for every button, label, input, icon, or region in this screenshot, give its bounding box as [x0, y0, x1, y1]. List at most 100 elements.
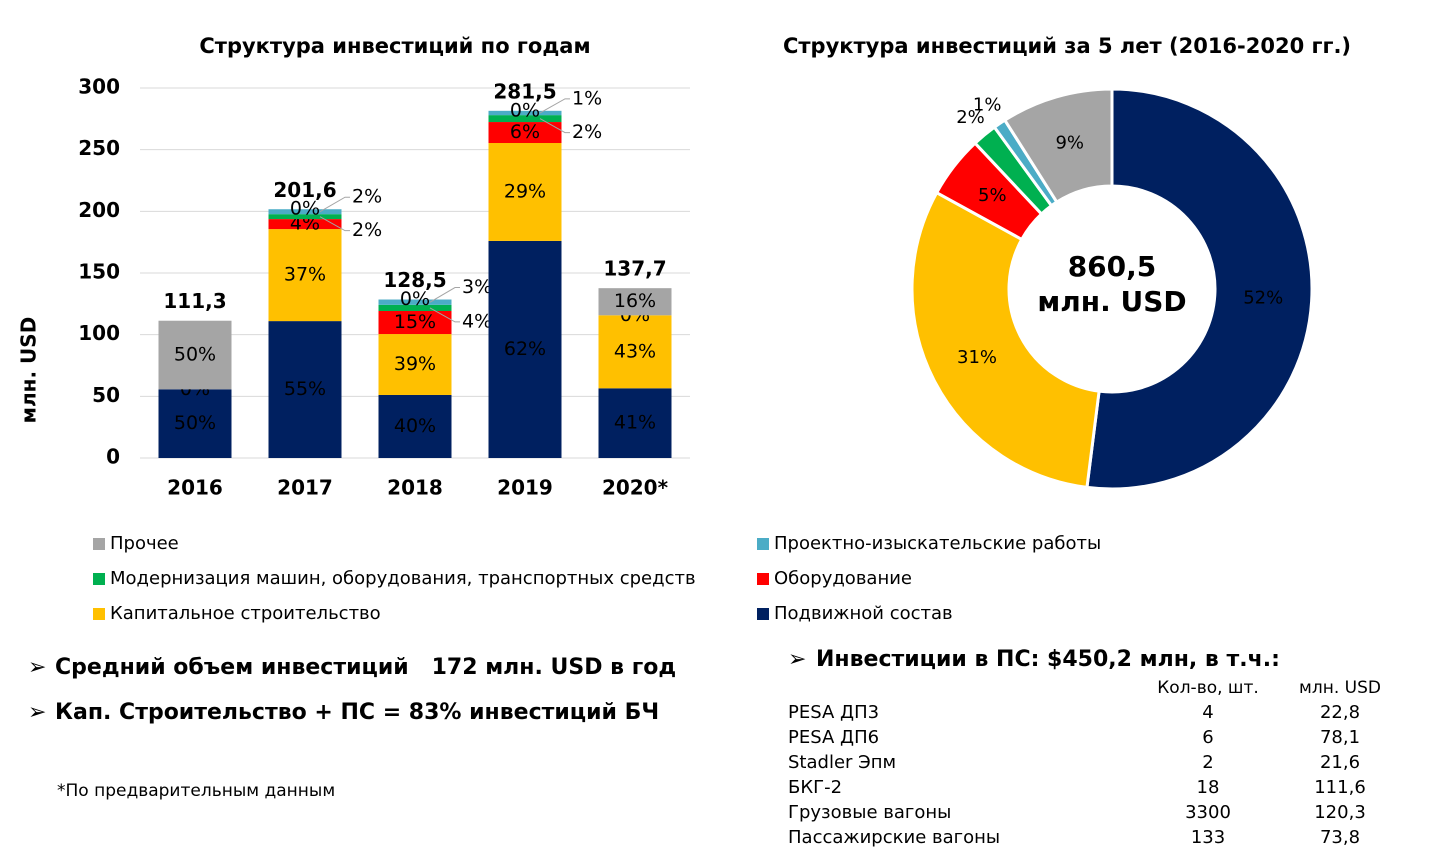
- slice-label: 31%: [957, 347, 997, 368]
- leader-line: [539, 98, 570, 114]
- table-cell: 6: [1202, 727, 1213, 748]
- y-tick-label: 50: [92, 383, 120, 407]
- share-label: 41%: [614, 412, 656, 434]
- bullet-mark: ➢: [28, 700, 46, 725]
- share-label: 37%: [284, 264, 326, 286]
- slice-label: 2%: [956, 107, 985, 128]
- legend-swatch: [757, 608, 769, 620]
- table-cell: 78,1: [1320, 727, 1360, 748]
- legend-swatch: [93, 538, 105, 550]
- total-label: 201,6: [273, 178, 336, 202]
- y-tick-label: 250: [78, 136, 120, 160]
- bar-segment: [488, 122, 562, 144]
- bar-segment: [378, 304, 452, 311]
- y-tick-label: 150: [78, 260, 120, 284]
- bar-segment: [268, 321, 342, 458]
- total-label: 128,5: [383, 268, 446, 292]
- table-header: Кол-во, шт.: [1157, 678, 1259, 698]
- slice-label: 52%: [1243, 288, 1283, 309]
- bullet-mark: ➢: [788, 647, 806, 672]
- share-label: 6%: [510, 121, 540, 143]
- slice-label: 1%: [973, 94, 1002, 115]
- legend-swatch: [93, 608, 105, 620]
- bar-segment: [268, 229, 342, 322]
- share-label: 0%: [400, 288, 430, 310]
- bar-title: Структура инвестиций по годам: [199, 34, 590, 58]
- share-label: 2%: [352, 186, 382, 208]
- share-label: 39%: [394, 353, 436, 375]
- x-tick-label: 2019: [497, 476, 553, 500]
- table-cell: Грузовые вагоны: [788, 802, 951, 823]
- share-label: 29%: [504, 180, 546, 202]
- share-label: 0%: [290, 198, 320, 220]
- bar-segment: [378, 310, 452, 335]
- donut-title: Структура инвестиций за 5 лет (2016-2020…: [783, 34, 1351, 58]
- share-label: 2%: [352, 219, 382, 241]
- x-tick-label: 2016: [167, 476, 223, 500]
- leader-line: [429, 287, 460, 303]
- share-label: 1%: [572, 87, 602, 109]
- share-label: 62%: [504, 338, 546, 360]
- footnote: *По предварительным данным: [57, 781, 335, 801]
- table-cell: 133: [1191, 827, 1225, 848]
- share-label: 3%: [462, 276, 492, 298]
- x-tick-label: 2020*: [602, 476, 669, 500]
- table-header: млн. USD: [1299, 678, 1381, 698]
- table-cell: PESA ДП3: [788, 702, 879, 723]
- legend-swatch: [93, 573, 105, 585]
- legend-label: Подвижной состав: [774, 603, 953, 624]
- bar-segment: [488, 143, 562, 241]
- legend-swatch: [757, 573, 769, 585]
- table-cell: Пассажирские вагоны: [788, 827, 1000, 848]
- leader-line: [319, 216, 350, 232]
- y-tick-label: 0: [106, 445, 120, 469]
- leader-line: [319, 196, 350, 213]
- x-tick-label: 2017: [277, 476, 333, 500]
- share-label: 50%: [174, 412, 216, 434]
- share-label: 55%: [284, 378, 326, 400]
- bullet: Средний объем инвестиций 172 млн. USD в …: [55, 655, 676, 680]
- bar-segment: [598, 288, 672, 316]
- center-label: 860,5: [1068, 250, 1157, 283]
- table-cell: 73,8: [1320, 827, 1360, 848]
- bullet-mark: ➢: [28, 655, 46, 680]
- donut-slice: [1085, 87, 1314, 491]
- bar-segment: [488, 240, 562, 458]
- bar-segment: [598, 315, 672, 389]
- share-label: 4%: [462, 310, 492, 332]
- total-label: 111,3: [163, 289, 226, 313]
- bar-segment: [158, 320, 232, 390]
- slice-label: 9%: [1055, 133, 1084, 154]
- donut-slice: [1002, 87, 1114, 205]
- table-cell: Stadler Эпм: [788, 752, 896, 773]
- legend-label: Капитальное строительство: [110, 603, 381, 624]
- table-cell: 22,8: [1320, 702, 1360, 723]
- bar-segment: [378, 394, 452, 458]
- share-label: 15%: [394, 311, 436, 333]
- share-label: 40%: [394, 415, 436, 437]
- share-label: 43%: [614, 340, 656, 362]
- table-cell: 120,3: [1314, 802, 1366, 823]
- table-cell: 3300: [1185, 802, 1231, 823]
- table-cell: 4: [1202, 702, 1213, 723]
- center-label: млн. USD: [1037, 285, 1186, 318]
- bar-segment: [158, 389, 232, 458]
- bullet: Кап. Строительство + ПС = 83% инвестиций…: [55, 700, 659, 725]
- bar-segment: [268, 219, 342, 230]
- table-cell: 21,6: [1320, 752, 1360, 773]
- table-cell: PESA ДП6: [788, 727, 879, 748]
- bar-segment: [378, 334, 452, 395]
- y-axis-label: млн. USD: [17, 317, 41, 424]
- legend-label: Модернизация машин, оборудования, трансп…: [110, 568, 696, 589]
- legend-label: Проектно-изыскательские работы: [774, 533, 1101, 554]
- bar-segment: [488, 115, 562, 123]
- bar-segment: [598, 388, 672, 458]
- table-title: Инвестиции в ПС: $450,2 млн, в т.ч.:: [816, 647, 1280, 672]
- leader-line: [539, 118, 570, 134]
- total-label: 137,7: [603, 257, 666, 281]
- share-label: 0%: [510, 99, 540, 121]
- legend-label: Оборудование: [774, 568, 912, 589]
- x-tick-label: 2018: [387, 476, 443, 500]
- table-cell: 18: [1197, 777, 1220, 798]
